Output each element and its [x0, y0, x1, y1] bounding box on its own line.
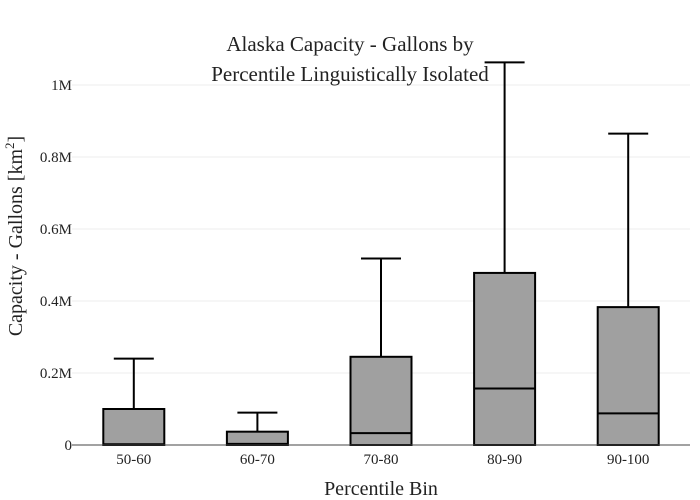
y-tick-label: 0.6M: [40, 222, 72, 238]
box-80-90: [473, 61, 537, 447]
y-axis-title-superscript: 2: [2, 142, 17, 149]
y-axis-title-end: ]: [5, 136, 27, 143]
y-tick-label: 0.4M: [40, 294, 72, 310]
x-tick-label: 80-90: [487, 452, 522, 468]
y-tick-label: 1M: [51, 78, 72, 94]
box-series: [102, 61, 660, 447]
chart-title-line-2: Percentile Linguistically Isolated: [211, 62, 489, 86]
box-50-60: [102, 357, 166, 446]
box-60-70: [225, 411, 289, 446]
box-body: [102, 408, 166, 446]
x-tick-labels: 50-60 60-70 70-80 80-90 90-100: [116, 452, 649, 468]
y-tick-label: 0.2M: [40, 366, 72, 382]
x-tick-label: 70-80: [364, 452, 399, 468]
box-body: [349, 355, 413, 446]
box-body: [473, 271, 537, 447]
y-tick-label: 0: [65, 438, 73, 454]
y-axis-title-main: Capacity - Gallons [km: [5, 149, 27, 337]
x-axis-title: Percentile Bin: [324, 478, 438, 500]
gridlines: [72, 84, 690, 374]
y-axis-title: Capacity - Gallons [km2]: [2, 136, 27, 336]
chart-title-line-1: Alaska Capacity - Gallons by: [226, 32, 474, 56]
y-tick-labels: 0 0.2M 0.4M 0.6M 0.8M 1M: [40, 78, 72, 454]
x-tick-label: 50-60: [116, 452, 151, 468]
box-70-80: [349, 257, 413, 446]
box-90-100: [596, 132, 660, 446]
x-tick-label: 90-100: [607, 452, 650, 468]
box-body: [596, 306, 660, 446]
y-tick-label: 0.8M: [40, 150, 72, 166]
x-tick-label: 60-70: [240, 452, 275, 468]
